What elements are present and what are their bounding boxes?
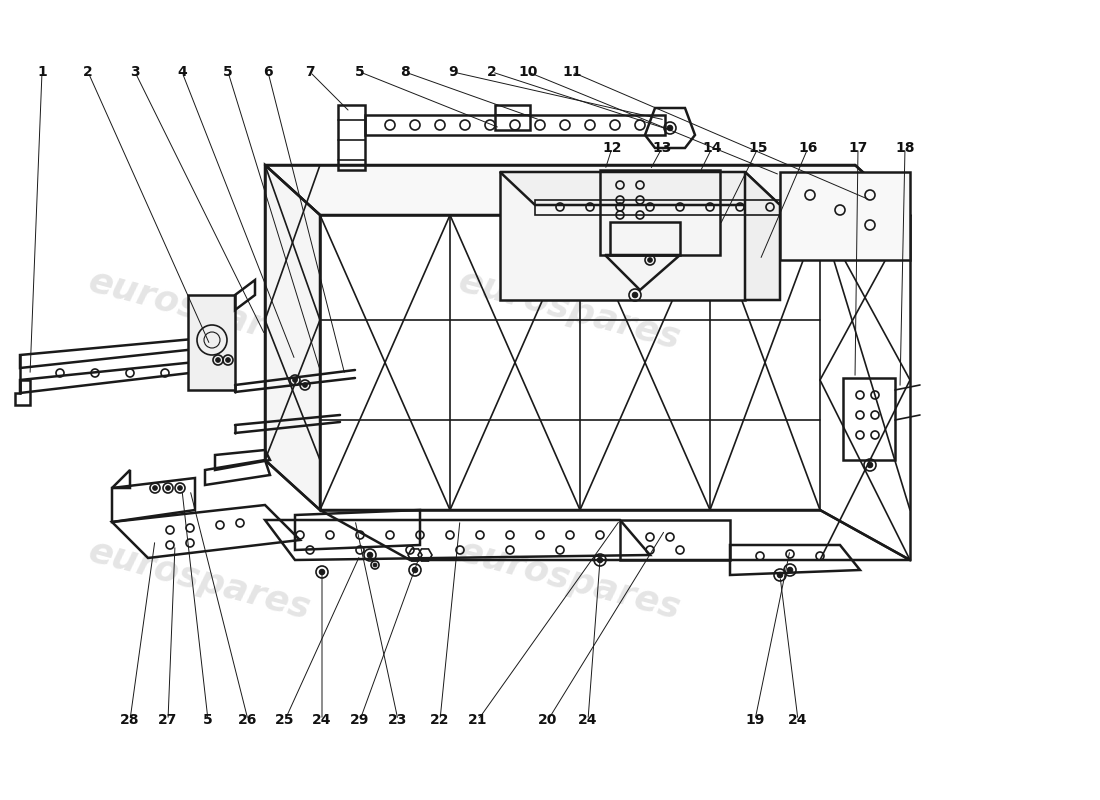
Text: eurospares: eurospares [85, 534, 315, 626]
Circle shape [302, 382, 307, 387]
Circle shape [153, 486, 157, 490]
Text: 17: 17 [848, 141, 868, 155]
Circle shape [412, 567, 418, 573]
Text: eurospares: eurospares [455, 264, 685, 356]
Text: 26: 26 [239, 713, 257, 727]
Text: 14: 14 [702, 141, 722, 155]
Circle shape [788, 567, 793, 573]
Text: 24: 24 [789, 713, 807, 727]
Polygon shape [780, 172, 910, 260]
Text: 28: 28 [120, 713, 140, 727]
Circle shape [216, 358, 220, 362]
Circle shape [178, 486, 183, 490]
Text: 27: 27 [158, 713, 178, 727]
Text: 2: 2 [487, 65, 497, 79]
Text: eurospares: eurospares [455, 534, 685, 626]
Text: 6: 6 [263, 65, 273, 79]
Circle shape [367, 552, 373, 558]
Text: 1: 1 [37, 65, 47, 79]
Text: 5: 5 [355, 65, 365, 79]
Text: 24: 24 [579, 713, 597, 727]
Polygon shape [500, 172, 745, 300]
Polygon shape [188, 295, 235, 390]
Polygon shape [265, 165, 320, 510]
Text: 19: 19 [746, 713, 764, 727]
Circle shape [867, 462, 872, 468]
Text: 4: 4 [177, 65, 187, 79]
Circle shape [778, 572, 783, 578]
Circle shape [597, 558, 603, 562]
Text: 24: 24 [312, 713, 332, 727]
Text: 9: 9 [448, 65, 458, 79]
Text: 5: 5 [223, 65, 233, 79]
Text: eurospares: eurospares [85, 264, 315, 356]
Circle shape [293, 378, 297, 382]
Circle shape [373, 563, 377, 566]
Text: 3: 3 [130, 65, 140, 79]
Text: 13: 13 [652, 141, 672, 155]
Text: 2: 2 [84, 65, 92, 79]
Text: 12: 12 [603, 141, 622, 155]
Text: 11: 11 [562, 65, 582, 79]
Circle shape [632, 292, 638, 298]
Circle shape [226, 358, 230, 362]
Polygon shape [265, 165, 910, 215]
Circle shape [648, 258, 652, 262]
Text: 29: 29 [350, 713, 370, 727]
Polygon shape [500, 172, 780, 205]
Text: 16: 16 [799, 141, 817, 155]
Text: 7: 7 [305, 65, 315, 79]
Text: 21: 21 [469, 713, 487, 727]
Text: 23: 23 [388, 713, 408, 727]
Text: 25: 25 [275, 713, 295, 727]
Text: 10: 10 [518, 65, 538, 79]
Text: 5: 5 [204, 713, 213, 727]
Text: 20: 20 [538, 713, 558, 727]
Polygon shape [745, 172, 780, 300]
Text: 22: 22 [430, 713, 450, 727]
Circle shape [668, 126, 673, 130]
Text: 18: 18 [895, 141, 915, 155]
Text: 15: 15 [748, 141, 768, 155]
Circle shape [319, 570, 324, 574]
Text: 8: 8 [400, 65, 410, 79]
Circle shape [166, 486, 170, 490]
